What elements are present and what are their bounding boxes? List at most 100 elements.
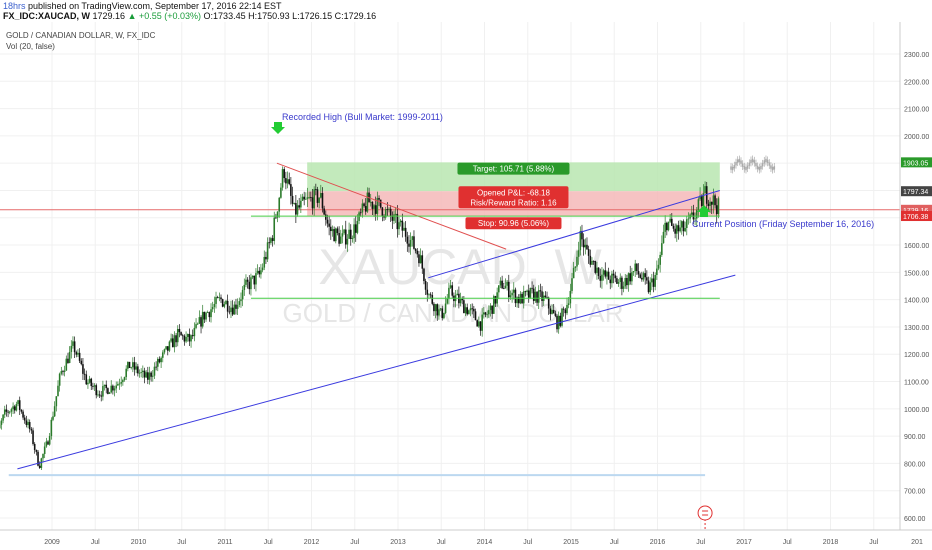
candle-body bbox=[278, 197, 281, 212]
candle-body bbox=[67, 358, 69, 363]
price-axis[interactable]: 600.00 700.00 800.00 900.00 1000.00 1100.00 12… bbox=[899, 22, 932, 530]
projection-candle bbox=[758, 166, 761, 171]
candle-body bbox=[601, 274, 603, 281]
event-marker-circle[interactable] bbox=[697, 505, 713, 521]
candle-body bbox=[165, 346, 167, 350]
volume-indicator[interactable]: Vol (20, false) bbox=[6, 42, 55, 51]
candle-body bbox=[37, 451, 39, 466]
candle-body bbox=[517, 297, 520, 304]
candle-body bbox=[190, 335, 192, 342]
candle-body bbox=[97, 394, 99, 396]
symbol-line: FX_IDC:XAUCAD, W 1729.16 ▲ +0.55 (+0.03%… bbox=[3, 11, 376, 22]
time-axis[interactable]: 2009 Jul 2010 Jul 2011 Jul 2012 Jul 2013 Jul 2014 J… bbox=[0, 529, 932, 550]
candle-body bbox=[43, 446, 46, 454]
candle-body bbox=[228, 311, 231, 313]
candle-body bbox=[258, 270, 261, 275]
candle-body bbox=[471, 308, 473, 310]
time-tick-label: 2013 bbox=[390, 539, 406, 546]
candle-body bbox=[443, 312, 445, 319]
candle-body bbox=[127, 361, 129, 369]
candle-body bbox=[473, 308, 475, 312]
candle-body bbox=[100, 395, 103, 397]
candle-body bbox=[695, 209, 698, 219]
candle-body bbox=[293, 203, 295, 204]
candle-body bbox=[344, 229, 347, 245]
candle-body bbox=[667, 221, 670, 231]
symbol-label[interactable]: FX_IDC:XAUCAD, W bbox=[3, 11, 90, 21]
candle-body bbox=[223, 304, 226, 307]
candle-body bbox=[404, 227, 407, 237]
projection-candle bbox=[736, 159, 739, 163]
candle-body bbox=[547, 297, 550, 309]
candle-body bbox=[504, 285, 507, 289]
candle-body bbox=[58, 373, 61, 386]
candle-body bbox=[5, 409, 8, 412]
projection-candle bbox=[733, 165, 736, 169]
trendlines[interactable] bbox=[8, 162, 736, 477]
candle-body bbox=[364, 206, 367, 212]
trendline-upper-channel[interactable] bbox=[428, 189, 720, 279]
candle-body bbox=[647, 280, 650, 293]
candle-body bbox=[50, 419, 53, 437]
candle-body bbox=[439, 308, 442, 310]
candle-body bbox=[639, 274, 641, 278]
candle-body bbox=[657, 264, 660, 269]
candle-body bbox=[651, 278, 653, 283]
candle-body bbox=[429, 294, 432, 296]
price-chart[interactable]: XAUCAD, W GOLD / CANADIAN DOLLAR Target:… bbox=[0, 22, 932, 550]
price-tick-label: 1400.00 bbox=[904, 298, 929, 305]
price-change: ▲ +0.55 (+0.03%) bbox=[127, 11, 202, 21]
candle-body bbox=[389, 208, 392, 217]
target-label-bg bbox=[457, 162, 570, 175]
candle-body bbox=[522, 291, 525, 304]
candle-body bbox=[599, 275, 602, 281]
trendline-lower-support[interactable] bbox=[17, 274, 736, 470]
trendline-downtrend[interactable] bbox=[276, 162, 507, 250]
candle-body bbox=[233, 304, 236, 315]
zone-labels: Target: 105.71 (5.88%) Opened P&L: -68.18… bbox=[457, 162, 570, 230]
candle-body bbox=[629, 273, 632, 282]
candle-body bbox=[218, 297, 221, 299]
time-tick-label: 2010 bbox=[131, 539, 147, 546]
candle-body bbox=[176, 328, 179, 343]
candle-body bbox=[103, 384, 106, 387]
dividend-marker-icon[interactable] bbox=[697, 505, 713, 530]
candle-body bbox=[664, 222, 666, 232]
candle-body bbox=[170, 338, 172, 342]
projection-candle bbox=[771, 166, 774, 171]
candle-body bbox=[336, 228, 339, 233]
candle-body bbox=[526, 290, 528, 292]
candle-body bbox=[286, 179, 289, 184]
candle-body bbox=[13, 406, 16, 411]
candle-body bbox=[627, 273, 630, 286]
candle-body bbox=[112, 385, 114, 391]
candle-body bbox=[155, 366, 157, 368]
candle-body bbox=[671, 218, 673, 226]
stop-label: Stop: 90.96 (5.06%) bbox=[478, 219, 549, 228]
candle-body bbox=[135, 366, 137, 370]
time-tick-label: 2012 bbox=[304, 539, 320, 546]
arrow-down-icon bbox=[271, 122, 285, 134]
candle-body bbox=[123, 377, 126, 381]
projection-candle bbox=[765, 158, 767, 163]
candle-body bbox=[341, 233, 344, 237]
candle-body bbox=[160, 357, 162, 363]
candle-body bbox=[153, 366, 156, 376]
candle-body bbox=[308, 197, 310, 198]
candle-body bbox=[183, 335, 186, 342]
projection-candle bbox=[731, 166, 734, 171]
chart-title: GOLD / CANADIAN DOLLAR, W, FX_IDC bbox=[6, 31, 156, 40]
candle-body bbox=[634, 263, 637, 272]
projection-candle bbox=[735, 162, 737, 166]
candle-body bbox=[669, 218, 671, 222]
candle-body bbox=[53, 406, 56, 417]
candle-body bbox=[672, 225, 675, 229]
candle-body bbox=[133, 362, 136, 370]
candle-body bbox=[576, 256, 578, 267]
candle-body bbox=[466, 307, 468, 315]
candle-body bbox=[386, 209, 389, 210]
publish-age[interactable]: 18hrs bbox=[3, 1, 26, 11]
candle-body bbox=[378, 198, 380, 200]
candle-body bbox=[707, 203, 710, 207]
candle-body bbox=[73, 341, 76, 353]
